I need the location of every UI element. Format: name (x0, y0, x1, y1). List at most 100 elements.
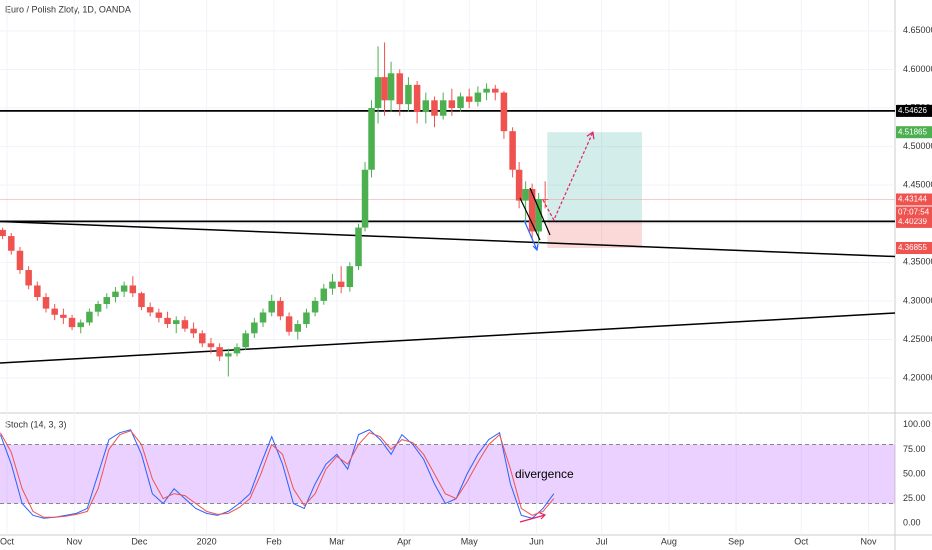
candle-body (329, 281, 336, 289)
y-tick-label: 0.00 (903, 518, 921, 528)
candle-body (233, 347, 241, 354)
y-tick-label: 4.35000 (903, 257, 932, 267)
drawing (519, 512, 547, 523)
candle-body (103, 297, 111, 304)
candle-body (77, 322, 84, 328)
candle-body (405, 84, 412, 105)
x-tick-label: May (461, 536, 479, 546)
candle-body (51, 308, 58, 315)
drawing (586, 131, 595, 140)
candle-body (346, 266, 354, 288)
candle-body (16, 250, 24, 271)
candle-body (457, 96, 464, 109)
x-tick-label: Jul (596, 536, 608, 546)
trendline (0, 220, 896, 258)
price-badge-label: 4.36855 (898, 243, 927, 252)
candle-body (155, 312, 163, 318)
candle-body (42, 297, 50, 309)
y-tick-label: 4.60000 (903, 64, 932, 74)
price-badge-label: 4.40239 (898, 217, 927, 226)
y-tick-label: 25.00 (903, 493, 926, 503)
candle-body (491, 88, 499, 93)
candle-body (225, 353, 232, 357)
x-tick-label: Sep (728, 536, 744, 546)
annotation: divergence (515, 467, 574, 481)
price-badge (896, 193, 932, 206)
x-tick-label: 2020 (197, 536, 217, 546)
candle-body (120, 285, 128, 292)
candle-body (361, 169, 369, 228)
candle-body (483, 88, 490, 93)
candle-body (172, 320, 180, 325)
x-tick-label: Nov (861, 536, 878, 546)
candle-body (242, 333, 249, 348)
x-tick-label: Nov (66, 536, 83, 546)
indicator-title: Stoch (14, 3, 3) (5, 419, 67, 429)
candle-body (181, 320, 189, 329)
candle-body (112, 291, 119, 298)
candle-body (311, 300, 319, 313)
stoch-line (0, 430, 555, 518)
countdown-badge (896, 206, 932, 219)
candle-body (8, 236, 15, 251)
candle-body (268, 300, 275, 313)
price-badge-label: 4.43144 (898, 195, 927, 204)
price-badge-label: 4.54626 (898, 106, 927, 115)
x-tick-label: Feb (266, 536, 282, 546)
candle-body (320, 288, 328, 301)
x-tick-label: Apr (397, 536, 411, 546)
candle-body (86, 311, 93, 323)
y-tick-label: 4.50000 (903, 141, 932, 151)
candle-body (509, 131, 516, 170)
candle-body (396, 73, 404, 105)
x-tick-label: Oct (0, 536, 14, 546)
countdown-label: 07:07:54 (898, 208, 930, 217)
candle-body (374, 77, 382, 109)
candle-body (448, 100, 456, 109)
chart-title: Euro / Polish Zloty, 1D, OANDA (5, 4, 131, 14)
candle-body (528, 189, 536, 232)
candle-body (251, 322, 258, 334)
candle-body (190, 328, 197, 334)
candle-body (337, 281, 345, 288)
x-tick-label: Mar (329, 536, 345, 546)
candle-body (68, 317, 76, 328)
candle-body (25, 270, 32, 286)
y-tick-label: 4.45000 (903, 180, 932, 190)
candle-body (368, 108, 375, 170)
y-tick-label: 4.20000 (903, 372, 932, 382)
candle-body (355, 227, 362, 267)
candle-body (216, 347, 223, 357)
stoch-line (0, 429, 555, 519)
price-badge (896, 242, 932, 255)
drawing (523, 219, 539, 252)
candle-body (164, 317, 171, 325)
drawing (542, 131, 594, 222)
candle-body (535, 199, 542, 232)
y-tick-label: 4.30000 (903, 295, 932, 305)
candle-body (431, 100, 438, 116)
price-badge-label: 4.51865 (898, 127, 927, 136)
price-badge (896, 215, 932, 228)
candle-body (285, 316, 293, 332)
y-tick-label: 4.65000 (903, 25, 932, 35)
candle-body (422, 100, 430, 112)
stoch-band (0, 444, 895, 504)
candle-body (207, 343, 215, 348)
candle-body (474, 92, 482, 102)
candle-body (500, 92, 508, 132)
candle-body (387, 73, 395, 101)
y-tick-label: 75.00 (903, 444, 926, 454)
candle-body (146, 307, 154, 313)
candle-body (413, 84, 421, 112)
candle-body (303, 312, 310, 325)
trendline (0, 312, 896, 364)
candle-body (381, 77, 388, 101)
price-badge (896, 104, 932, 117)
x-tick-label: Oct (794, 536, 809, 546)
candle-body (138, 293, 145, 308)
candle-body (0, 229, 6, 237)
candle-body (60, 314, 67, 318)
